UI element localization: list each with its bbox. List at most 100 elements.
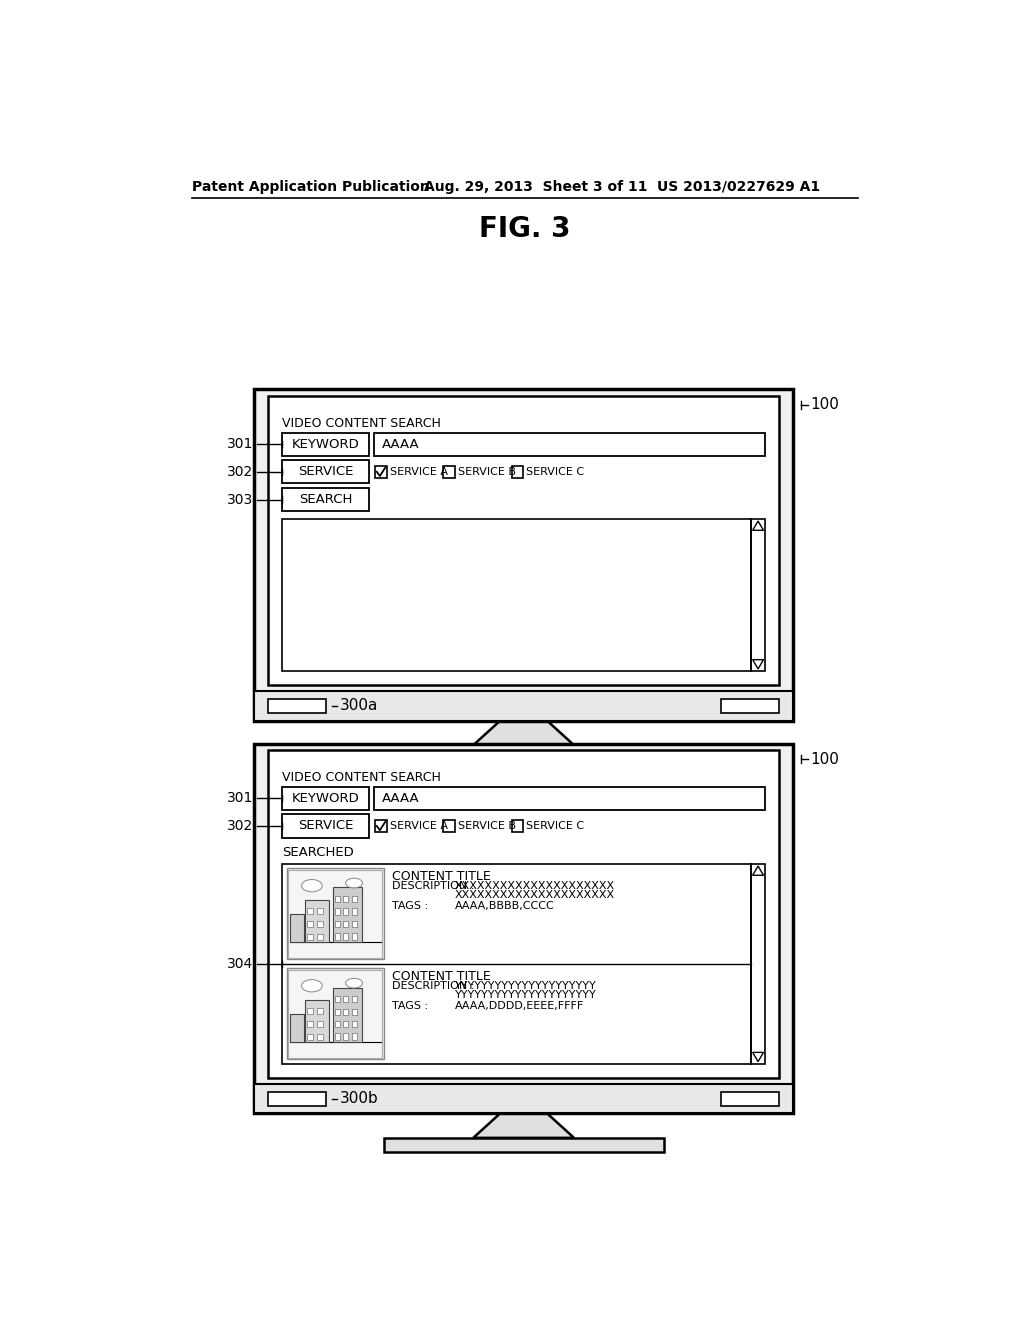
Bar <box>335 997 340 1002</box>
Bar <box>343 933 348 940</box>
Bar <box>290 1014 304 1041</box>
Text: US 2013/0227629 A1: US 2013/0227629 A1 <box>656 180 819 194</box>
Bar <box>307 1034 313 1040</box>
Bar <box>343 908 348 915</box>
Bar <box>721 1092 779 1106</box>
Text: AAAA: AAAA <box>381 792 419 805</box>
Bar <box>283 488 369 511</box>
Bar <box>317 908 324 915</box>
Bar <box>721 700 779 713</box>
Text: 304: 304 <box>227 957 254 970</box>
Text: 301: 301 <box>227 437 254 451</box>
Bar <box>343 1020 348 1027</box>
Bar <box>289 970 382 1057</box>
Text: AAAA,DDDD,EEEE,FFFF: AAAA,DDDD,EEEE,FFFF <box>455 1001 585 1011</box>
Text: 300a: 300a <box>340 698 378 713</box>
Text: 300b: 300b <box>340 1092 378 1106</box>
Bar <box>307 908 313 915</box>
Bar <box>335 1020 340 1027</box>
Polygon shape <box>473 721 574 744</box>
Polygon shape <box>753 1052 764 1061</box>
Bar <box>351 1008 356 1015</box>
Bar <box>343 997 348 1002</box>
Text: 100: 100 <box>810 751 839 767</box>
Bar <box>287 969 384 1059</box>
Text: KEYWORD: KEYWORD <box>292 792 359 805</box>
Ellipse shape <box>301 879 323 892</box>
Text: SERVICE: SERVICE <box>298 820 353 833</box>
Text: AAAA: AAAA <box>381 437 419 450</box>
Bar <box>283 461 369 483</box>
Text: FIG. 3: FIG. 3 <box>479 215 570 243</box>
Bar <box>384 1138 664 1151</box>
Bar <box>374 433 765 455</box>
Bar <box>317 1034 324 1040</box>
Text: 301: 301 <box>227 791 254 805</box>
Polygon shape <box>473 1113 574 1138</box>
Bar <box>307 921 313 928</box>
Text: TAGS :: TAGS : <box>391 900 428 911</box>
Bar <box>317 1020 324 1027</box>
Bar <box>307 1008 313 1014</box>
Text: SERVICE A: SERVICE A <box>390 467 447 477</box>
Bar <box>343 921 348 927</box>
Bar <box>307 933 313 940</box>
Bar <box>283 433 369 455</box>
Text: YYYYYYYYYYYYYYYYYYYYY: YYYYYYYYYYYYYYYYYYYYY <box>455 990 597 1001</box>
Text: SEARCH: SEARCH <box>299 492 352 506</box>
Bar <box>287 869 384 960</box>
Bar <box>334 987 361 1041</box>
Text: SERVICE: SERVICE <box>298 465 353 478</box>
Text: CONTENT TITLE: CONTENT TITLE <box>391 870 490 883</box>
Bar <box>351 921 356 927</box>
Bar <box>343 1034 348 1040</box>
Text: SERVICE B: SERVICE B <box>458 821 516 832</box>
Bar <box>335 921 340 927</box>
Bar <box>289 870 382 958</box>
Bar <box>283 863 751 1064</box>
Bar <box>351 896 356 902</box>
Bar <box>335 896 340 902</box>
Text: 302: 302 <box>227 465 254 479</box>
Bar <box>334 887 361 942</box>
Bar <box>375 820 387 832</box>
Bar <box>343 1008 348 1015</box>
Bar <box>374 787 765 810</box>
Bar <box>335 908 340 915</box>
Text: Patent Application Publication: Patent Application Publication <box>191 180 429 194</box>
Bar <box>283 814 369 838</box>
Bar <box>305 900 329 942</box>
Text: 100: 100 <box>810 397 839 412</box>
Bar <box>290 913 304 942</box>
Bar <box>512 820 523 832</box>
Bar <box>254 692 793 721</box>
Text: DESCRIPTION :: DESCRIPTION : <box>391 981 474 991</box>
Bar <box>351 1034 356 1040</box>
Bar <box>254 743 793 1113</box>
Bar <box>335 933 340 940</box>
Bar <box>375 466 387 478</box>
Text: DESCRIPTION :: DESCRIPTION : <box>391 880 474 891</box>
Text: XXXXXXXXXXXXXXXXXXXXX: XXXXXXXXXXXXXXXXXXXXX <box>455 890 615 900</box>
Ellipse shape <box>346 978 362 987</box>
Bar <box>335 1034 340 1040</box>
Bar <box>751 863 765 1064</box>
Text: YYYYYYYYYYYYYYYYYYYYY: YYYYYYYYYYYYYYYYYYYYY <box>455 981 597 991</box>
Bar <box>443 820 455 832</box>
Bar <box>268 700 327 713</box>
Bar <box>268 1092 327 1106</box>
Bar <box>283 787 369 810</box>
Bar <box>254 1084 793 1113</box>
Polygon shape <box>753 866 764 875</box>
Polygon shape <box>753 521 764 531</box>
Polygon shape <box>753 660 764 669</box>
Bar <box>307 1020 313 1027</box>
Text: 302: 302 <box>227 818 254 833</box>
Text: VIDEO CONTENT SEARCH: VIDEO CONTENT SEARCH <box>283 771 441 784</box>
Bar <box>384 744 664 759</box>
Bar <box>351 933 356 940</box>
Text: CONTENT TITLE: CONTENT TITLE <box>391 970 490 983</box>
Ellipse shape <box>301 979 323 991</box>
Bar <box>351 997 356 1002</box>
Bar <box>254 389 793 721</box>
